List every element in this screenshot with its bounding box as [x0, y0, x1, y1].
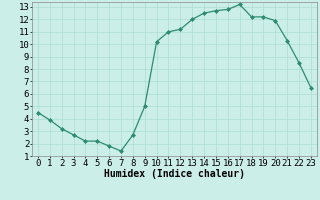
X-axis label: Humidex (Indice chaleur): Humidex (Indice chaleur): [104, 169, 245, 179]
